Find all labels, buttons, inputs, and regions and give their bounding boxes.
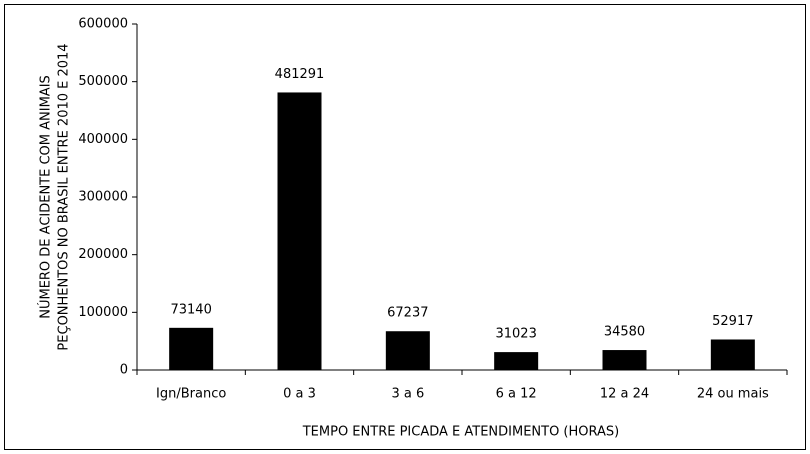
- value-label: 481291: [275, 67, 325, 82]
- bar: [602, 350, 647, 370]
- bar: [385, 331, 430, 370]
- x-tick-label: 24 ou mais: [697, 387, 769, 402]
- bar: [494, 352, 539, 370]
- chart-border: [4, 4, 806, 450]
- bar: [277, 92, 322, 371]
- y-tick-label: 300000: [78, 190, 128, 205]
- y-tick-label: 200000: [78, 247, 128, 262]
- x-tick-label: 0 a 3: [283, 387, 316, 402]
- value-label: 52917: [712, 314, 753, 329]
- bar: [710, 339, 755, 370]
- y-tick-label: 500000: [78, 74, 128, 89]
- x-tick-label: 12 a 24: [600, 387, 649, 402]
- value-label: 34580: [604, 325, 645, 340]
- y-tick-label: 600000: [78, 17, 128, 32]
- value-label: 31023: [495, 327, 536, 342]
- y-tick-label: 100000: [78, 305, 128, 320]
- bar: [169, 327, 214, 370]
- x-tick-label: Ign/Branco: [156, 387, 226, 402]
- y-tick-label: 400000: [78, 132, 128, 147]
- x-tick-label: 6 a 12: [496, 387, 537, 402]
- x-tick-label: 3 a 6: [391, 387, 424, 402]
- y-axis-label: PEÇONHENTOS NO BRASIL ENTRE 2010 E 2014: [57, 43, 72, 350]
- y-axis-label: NÚMERO DE ACIDENTE COM ANIMAIS: [38, 75, 54, 319]
- value-label: 73140: [170, 302, 211, 317]
- value-label: 67237: [387, 306, 428, 321]
- y-tick-label: 0: [120, 363, 128, 378]
- x-axis-label: TEMPO ENTRE PICADA E ATENDIMENTO (HORAS): [302, 425, 620, 440]
